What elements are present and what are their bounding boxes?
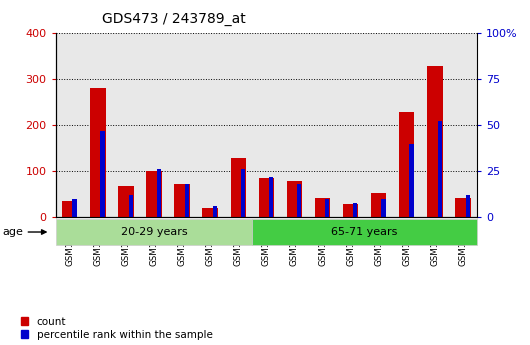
Bar xyxy=(62,201,77,217)
Bar xyxy=(399,112,414,217)
Bar xyxy=(297,184,301,217)
Bar xyxy=(73,199,76,217)
Bar xyxy=(157,169,161,217)
Bar xyxy=(185,184,189,217)
Bar xyxy=(90,88,105,217)
Text: age: age xyxy=(3,227,23,237)
Bar xyxy=(241,169,245,217)
Bar xyxy=(427,66,443,217)
Text: 65-71 years: 65-71 years xyxy=(331,227,398,237)
Bar xyxy=(269,177,273,217)
Bar xyxy=(325,199,329,217)
Bar xyxy=(174,184,190,217)
Bar xyxy=(455,197,471,217)
Bar xyxy=(410,144,413,217)
Bar xyxy=(231,158,246,217)
Bar xyxy=(118,186,134,217)
Bar xyxy=(287,181,302,217)
Bar xyxy=(371,193,386,217)
Bar xyxy=(259,178,274,217)
Bar xyxy=(129,195,132,217)
Bar xyxy=(438,121,441,217)
Text: 20-29 years: 20-29 years xyxy=(121,227,187,237)
Bar xyxy=(315,197,330,217)
Legend: count, percentile rank within the sample: count, percentile rank within the sample xyxy=(21,317,213,340)
Bar xyxy=(343,204,358,217)
Text: GDS473 / 243789_at: GDS473 / 243789_at xyxy=(102,12,245,26)
Bar xyxy=(213,206,217,217)
Bar xyxy=(466,195,470,217)
Bar xyxy=(101,131,104,217)
Bar xyxy=(382,199,385,217)
Bar xyxy=(146,171,162,217)
Bar xyxy=(354,203,357,217)
Bar xyxy=(202,208,218,217)
Bar xyxy=(56,219,252,245)
Bar xyxy=(252,219,477,245)
